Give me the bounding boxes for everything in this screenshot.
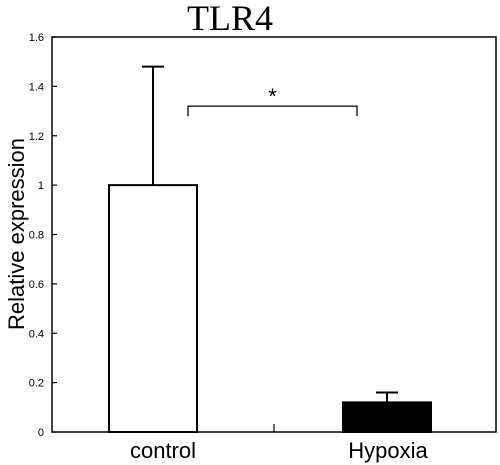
significance-marker: * bbox=[268, 84, 277, 109]
y-tick-label: 0.8 bbox=[29, 230, 44, 242]
y-tick-label: 1.2 bbox=[29, 131, 44, 143]
y-tick-label: 0.2 bbox=[29, 378, 44, 390]
y-tick-label: 0 bbox=[38, 427, 44, 439]
bar-control bbox=[108, 184, 198, 433]
plot-area: 0 0.2 0.4 0.6 0.8 1 1.2 1.4 1.6 * bbox=[29, 32, 497, 439]
y-tick-label: 1.6 bbox=[29, 32, 44, 44]
y-tick-label: 1 bbox=[38, 180, 44, 192]
x-tick-label-control: control bbox=[130, 438, 196, 463]
x-tick-label-hypoxia: Hypoxia bbox=[348, 438, 428, 463]
y-tick-label: 1.4 bbox=[29, 81, 44, 93]
bar-hypoxia bbox=[342, 401, 432, 433]
significance-bracket bbox=[187, 105, 358, 117]
y-axis-label: Relative expression bbox=[4, 138, 29, 330]
y-tick-label: 0.4 bbox=[29, 328, 44, 340]
chart-title: TLR4 bbox=[187, 0, 273, 38]
y-tick-label: 0.6 bbox=[29, 279, 44, 291]
